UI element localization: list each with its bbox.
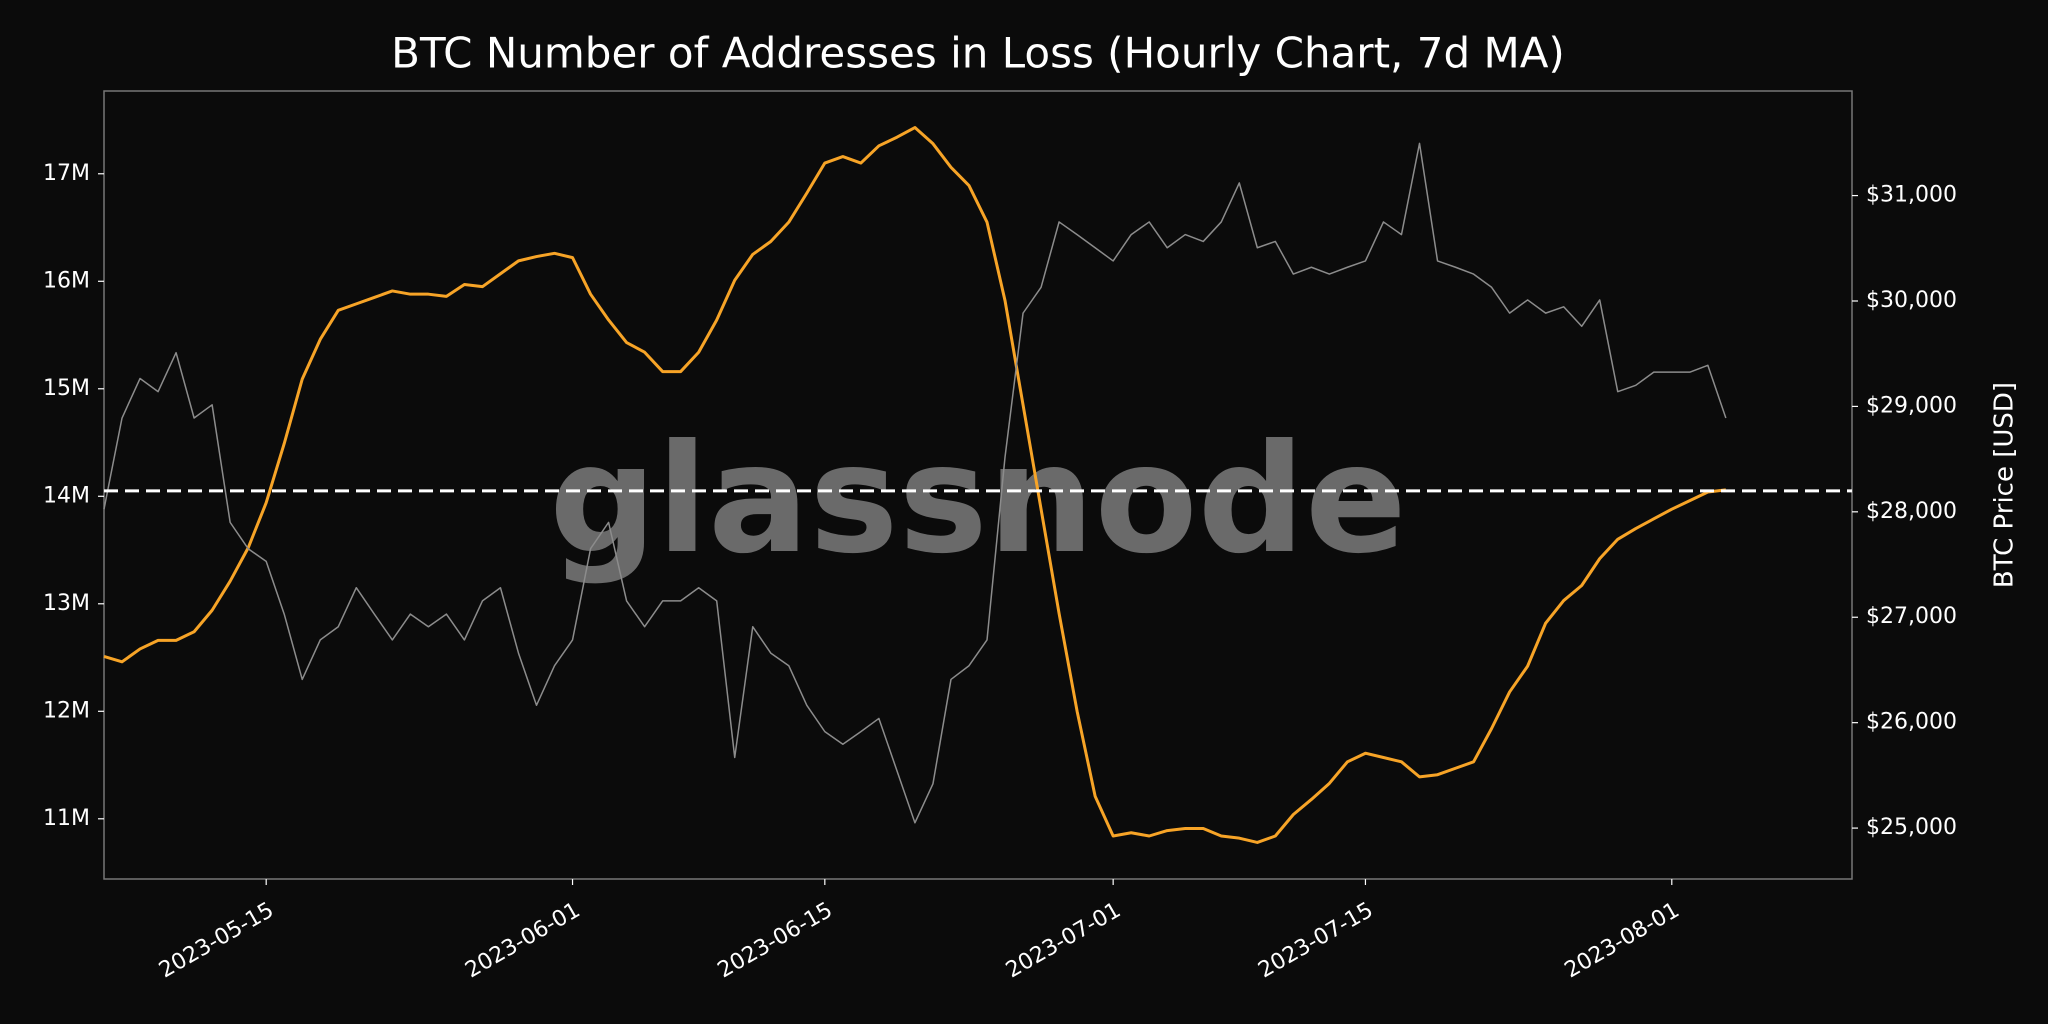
y2-tick-label: $31,000 (1866, 183, 1957, 208)
y-tick-label: 12M (43, 698, 90, 723)
y2-tick-label: $25,000 (1866, 815, 1957, 840)
watermark: glassnode (549, 413, 1407, 587)
plot-frame (103, 90, 1853, 880)
y-tick-label: 13M (43, 591, 90, 616)
series-line (103, 126, 1727, 844)
y2-tick-label: $30,000 (1866, 288, 1957, 313)
y-tick-label: 15M (43, 376, 90, 401)
series-line (103, 142, 1727, 824)
y-tick-label: 17M (43, 161, 90, 186)
y2-tick-label: $26,000 (1866, 710, 1957, 735)
y2-axis-label: BTC Price [USD] (1990, 382, 2020, 588)
y2-tick-label: $29,000 (1866, 393, 1957, 418)
y-tick-label: 16M (43, 268, 90, 293)
y-tick-label: 11M (43, 806, 90, 831)
y2-tick-label: $28,000 (1866, 499, 1957, 524)
y-tick-label: 14M (43, 483, 90, 508)
y2-tick-label: $27,000 (1866, 604, 1957, 629)
chart-title: BTC Number of Addresses in Loss (Hourly … (391, 29, 1565, 78)
